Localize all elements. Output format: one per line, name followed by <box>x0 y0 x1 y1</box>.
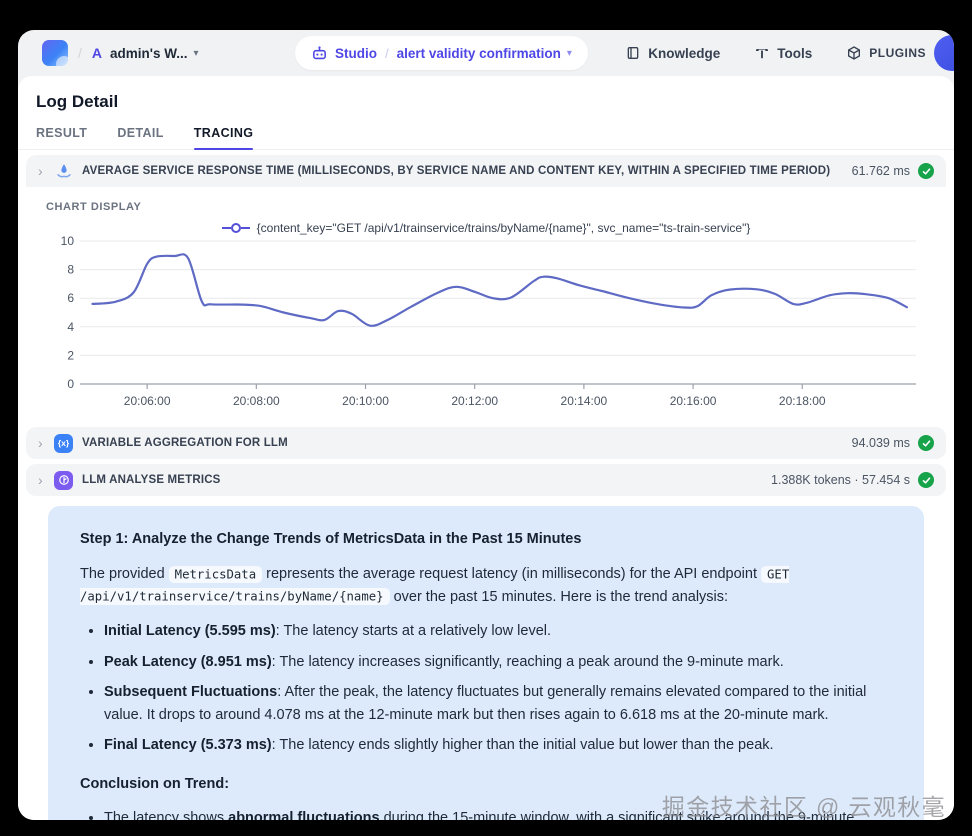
log-detail-panel: Log Detail RESULT DETAIL TRACING › AVERA… <box>18 76 954 820</box>
x-tick-label: 20:14:00 <box>561 394 608 408</box>
legend-marker-icon <box>221 223 250 233</box>
tab-tracing[interactable]: TRACING <box>193 126 254 150</box>
robot-icon <box>313 45 326 59</box>
nav-item-plugins[interactable]: PLUGINS <box>846 45 926 61</box>
workspace-avatar[interactable]: A <box>91 45 103 61</box>
nav-item-tools[interactable]: Tools <box>754 45 812 61</box>
breadcrumb: Studio / alert validity confirmation ▾ <box>295 36 588 70</box>
book-icon <box>627 47 639 59</box>
trace-row-title: VARIABLE AGGREGATION FOR LLM <box>82 437 288 449</box>
chart-section-label: CHART DISPLAY <box>46 201 142 213</box>
latency-series-line <box>91 253 908 327</box>
success-check-icon <box>918 435 934 451</box>
trace-row-tokens-duration: 1.388K tokens · 57.454 s <box>771 473 910 487</box>
variable-aggregator-icon: {x} <box>54 433 73 453</box>
y-tick-label: 0 <box>67 377 74 391</box>
bullet-final-latency: Final Latency (5.373 ms): The latency en… <box>104 734 894 756</box>
trace-node-llm-analyse-metrics[interactable]: › LLM ANALYSE METRICS 1.388K tokens · 57… <box>26 464 946 496</box>
trace-row-duration: 61.762 ms <box>851 164 910 178</box>
trace-list: › AVERAGE SERVICE RESPONSE TIME (MILLISE… <box>18 150 954 820</box>
bullet-conclusion: The latency shows abnormal fluctuations … <box>104 807 894 820</box>
trace-row-duration: 94.039 ms <box>851 436 910 450</box>
nav-item-knowledge[interactable]: Knowledge <box>625 45 720 61</box>
x-tick-label: 20:10:00 <box>342 394 389 408</box>
hammer-icon <box>756 49 769 59</box>
analysis-intro: The provided MetricsData represents the … <box>80 565 790 606</box>
llm-icon <box>54 470 73 490</box>
chevron-right-icon[interactable]: › <box>38 435 43 451</box>
breadcrumb-app-name[interactable]: alert validity confirmation <box>396 45 561 61</box>
top-nav: Knowledge Tools PLUGINS <box>625 30 926 76</box>
user-avatar[interactable] <box>934 35 954 71</box>
trace-row-title: LLM ANALYSE METRICS <box>82 474 221 486</box>
x-tick-label: 20:16:00 <box>670 394 717 408</box>
y-tick-label: 6 <box>67 291 74 305</box>
y-tick-label: 10 <box>61 235 75 248</box>
success-check-icon <box>918 163 934 179</box>
breadcrumb-studio-link[interactable]: Studio <box>335 45 377 61</box>
legend-text: {content_key="GET /api/v1/trainservice/t… <box>256 221 751 235</box>
y-tick-label: 4 <box>67 320 74 334</box>
chart-display-section: CHART DISPLAY {content_key="GET /api/v1/… <box>26 187 946 422</box>
bullet-peak-latency: Peak Latency (8.951 ms): The latency inc… <box>104 651 894 673</box>
nav-label: Tools <box>777 45 813 61</box>
workspace-name[interactable]: admin's W... <box>110 45 188 61</box>
tab-result[interactable]: RESULT <box>36 126 88 140</box>
trace-node-avg-response-time: › AVERAGE SERVICE RESPONSE TIME (MILLISE… <box>26 155 946 422</box>
latency-line-chart: 0 2 4 6 8 10 20:06:00 20:08:00 20:10:00 20:12:00 2… <box>61 234 916 408</box>
breadcrumb-separator: / <box>78 45 82 61</box>
app-logo-icon[interactable] <box>42 40 68 66</box>
conclusion-bullet-list: The latency shows abnormal fluctuations … <box>80 807 894 820</box>
success-check-icon <box>918 472 934 488</box>
y-tick-label: 8 <box>67 263 74 277</box>
trace-row-header[interactable]: › AVERAGE SERVICE RESPONSE TIME (MILLISE… <box>26 155 946 187</box>
chevron-down-icon[interactable]: ▾ <box>566 47 572 59</box>
nav-label: PLUGINS <box>869 46 926 60</box>
tab-bar: RESULT DETAIL TRACING <box>18 126 954 150</box>
chevron-right-icon[interactable]: › <box>38 472 43 488</box>
llm-analysis-output: Step 1: Analyze the Change Trends of Met… <box>48 506 924 820</box>
breadcrumb-slash: / <box>385 45 389 61</box>
trace-node-variable-aggregation[interactable]: › {x} VARIABLE AGGREGATION FOR LLM 94.03… <box>26 427 946 459</box>
chevron-right-icon[interactable]: › <box>38 163 43 179</box>
nav-label: Knowledge <box>648 45 721 61</box>
app-window: / A admin's W... ▾ Studio / alert validi… <box>18 30 954 820</box>
analysis-bullet-list: Initial Latency (5.595 ms): The latency … <box>80 620 894 756</box>
conclusion-heading: Conclusion on Trend: <box>80 775 230 792</box>
top-bar: / A admin's W... ▾ Studio / alert validi… <box>18 30 954 76</box>
chevron-down-icon[interactable]: ▾ <box>193 47 199 59</box>
code-chip: MetricsData <box>168 565 263 583</box>
chart-legend: {content_key="GET /api/v1/trainservice/t… <box>32 221 940 235</box>
trace-row-title: AVERAGE SERVICE RESPONSE TIME (MILLISECO… <box>82 165 831 177</box>
page-title: Log Detail <box>36 92 119 111</box>
x-tick-label: 20:08:00 <box>233 394 280 408</box>
bullet-initial-latency: Initial Latency (5.595 ms): The latency … <box>104 620 894 642</box>
package-icon <box>848 46 861 60</box>
tab-detail[interactable]: DETAIL <box>117 126 164 140</box>
x-tick-label: 20:12:00 <box>451 394 498 408</box>
x-tick-label: 20:06:00 <box>124 394 171 408</box>
droplet-tool-icon <box>54 162 73 181</box>
bullet-subsequent-fluctuations: Subsequent Fluctuations: After the peak,… <box>104 681 894 726</box>
analysis-step-heading: Step 1: Analyze the Change Trends of Met… <box>80 531 582 547</box>
x-tick-label: 20:18:00 <box>779 394 826 408</box>
y-tick-label: 2 <box>67 348 74 362</box>
